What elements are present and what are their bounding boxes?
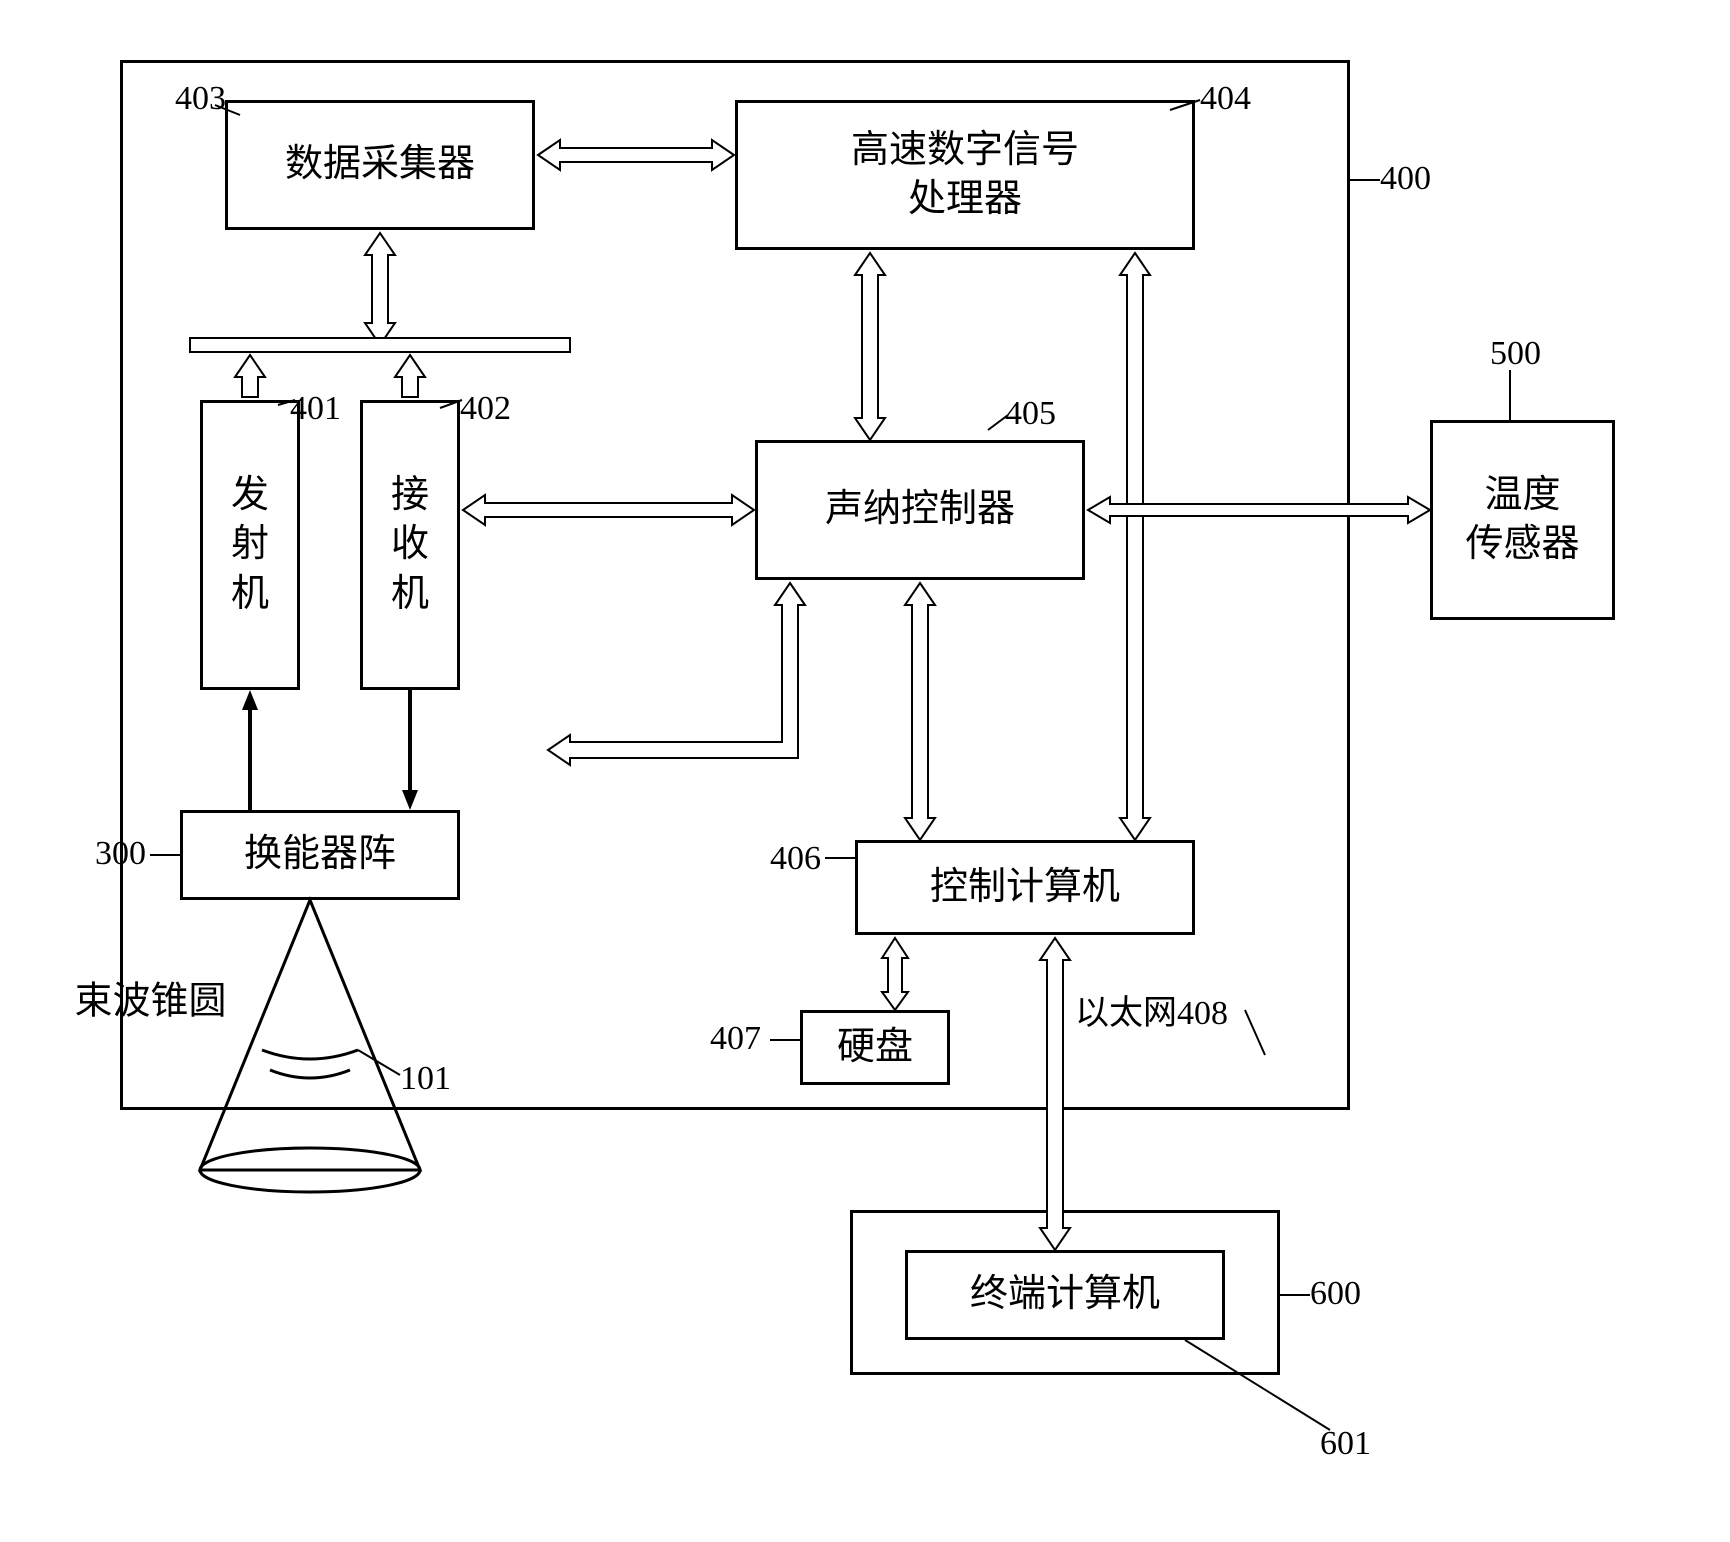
block-diagram: 数据采集器 403 高速数字信号处理器 404 400 发射机 401 接收机 … [0,0,1730,1542]
transducer-array-box: 换能器阵 [180,810,460,900]
ref-406: 406 [770,840,821,878]
ref-600: 600 [1310,1275,1361,1313]
ref-403: 403 [175,80,226,118]
receiver-label: 接收机 [391,471,429,619]
ref-300: 300 [95,835,146,873]
sonar-controller-box: 声纳控制器 [755,440,1085,580]
data-collector-label: 数据采集器 [285,140,475,189]
terminal-computer-label: 终端计算机 [970,1270,1160,1319]
hard-disk-box: 硬盘 [800,1010,950,1085]
ref-401: 401 [290,390,341,428]
transmitter-box: 发射机 [200,400,300,690]
transmitter-label: 发射机 [231,471,269,619]
ref-402: 402 [460,390,511,428]
sonar-controller-label: 声纳控制器 [825,485,1015,534]
ref-101: 101 [400,1060,451,1098]
ethernet-label: 以太网408 [1075,985,1228,1034]
dsp-box: 高速数字信号处理器 [735,100,1195,250]
ref-601: 601 [1320,1425,1371,1463]
data-collector-box: 数据采集器 [225,100,535,230]
terminal-computer-box: 终端计算机 [905,1250,1225,1340]
temp-sensor-label: 温度传感器 [1465,471,1579,570]
control-computer-label: 控制计算机 [930,863,1120,912]
ref-407: 407 [710,1020,761,1058]
ref-404: 404 [1200,80,1251,118]
dsp-label: 高速数字信号处理器 [851,126,1079,225]
ref-400: 400 [1380,160,1431,198]
control-computer-box: 控制计算机 [855,840,1195,935]
ref-405: 405 [1005,395,1056,433]
transducer-array-label: 换能器阵 [244,830,396,879]
receiver-box: 接收机 [360,400,460,690]
hard-disk-label: 硬盘 [837,1023,913,1072]
ref-500: 500 [1490,335,1541,373]
temp-sensor-box: 温度传感器 [1430,420,1615,620]
cone-beam-label: 圆锥波束 [70,980,222,1018]
